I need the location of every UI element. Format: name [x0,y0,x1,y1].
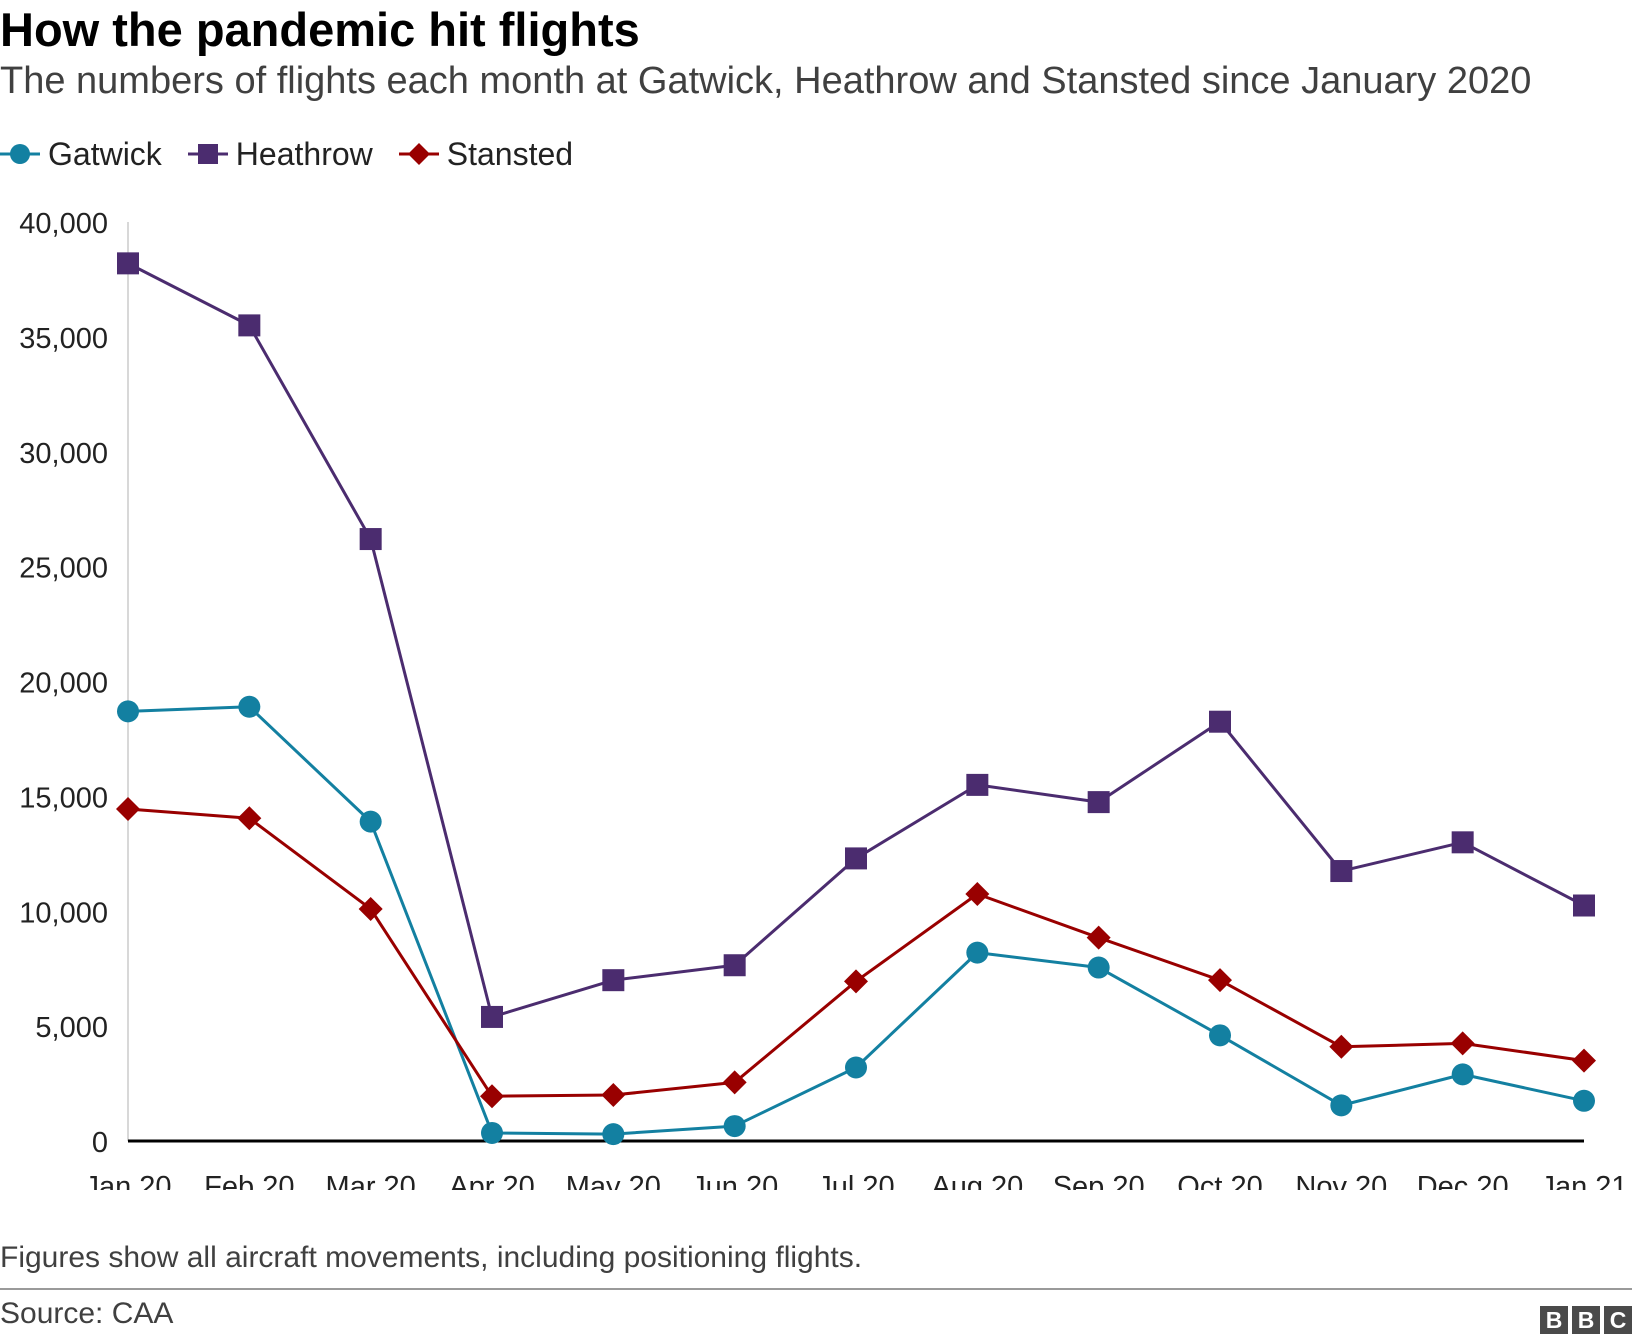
x-tick-label: Jan 20 [84,1171,171,1190]
y-tick-label: 5,000 [35,1012,108,1044]
x-tick-label: Nov 20 [1295,1171,1387,1190]
chart-footnote: Figures show all aircraft movements, inc… [0,1241,863,1274]
legend-diamond-marker-icon [398,143,439,165]
y-tick-label: 25,000 [19,553,108,585]
x-tick-label: Jul 20 [817,1171,894,1190]
y-axis: 0 5,000 10,000 15,000 20,000 25,000 30,000 35,0… [19,208,129,1159]
data-point-heathrow [1087,791,1110,814]
x-tick-label: May 20 [566,1171,661,1190]
data-point-gatwick [481,1121,503,1144]
y-tick-label: 10,000 [19,897,108,929]
data-point-gatwick [1573,1089,1595,1112]
y-tick-label: 30,000 [19,438,108,470]
series-gatwick [117,695,1595,1146]
x-tick-label: Aug 20 [931,1171,1023,1190]
y-tick-label: 35,000 [19,323,108,355]
y-tick-label: 0 [92,1127,108,1159]
logo-letter: B [1540,1306,1568,1334]
series-heathrow [117,252,1595,1028]
data-point-stansted [237,806,262,831]
data-point-heathrow [723,954,746,977]
data-point-gatwick [1451,1063,1474,1086]
line-chart: 0 5,000 10,000 15,000 20,000 25,000 30,000 35,0… [19,208,1628,1190]
data-point-heathrow [1451,831,1474,854]
data-point-stansted [601,1083,626,1108]
legend-label-heathrow: Heathrow [235,135,373,172]
legend-square-marker-icon [187,144,228,164]
data-point-stansted [1450,1031,1475,1056]
x-axis: Jan 20 Feb 20 Mar 20 Apr 20 May 20 Jun 20 Jul … [84,1139,1628,1190]
legend-circle-marker-icon [0,144,40,164]
series-line-heathrow [127,262,1585,1019]
legend-item-heathrow: Heathrow [187,135,373,173]
data-point-stansted [1329,1034,1354,1059]
x-tick-label: Feb 20 [204,1171,294,1190]
data-point-heathrow [966,773,989,796]
data-point-stansted [1572,1048,1596,1073]
x-tick-label: Jun 20 [691,1171,778,1190]
data-point-gatwick [723,1115,746,1138]
y-tick-label: 20,000 [19,668,108,700]
data-point-heathrow [845,847,867,870]
data-point-heathrow [481,1005,503,1028]
x-tick-label: Apr 20 [449,1171,534,1190]
logo-letter: C [1604,1306,1632,1334]
data-point-heathrow [1209,710,1231,733]
y-tick-label: 40,000 [19,208,108,240]
data-point-heathrow [359,528,382,551]
x-tick-label: Sep 20 [1053,1171,1145,1190]
series-layer [116,252,1596,1146]
chart-title: How the pandemic hit flights [0,3,640,56]
data-point-stansted [116,797,140,822]
data-point-heathrow [117,252,139,275]
series-stansted [116,797,1596,1109]
data-point-stansted [1086,925,1111,950]
data-point-stansted [1208,968,1232,993]
data-point-stansted [480,1084,504,1109]
data-point-stansted [965,882,990,907]
logo-letter: B [1572,1306,1600,1334]
x-tick-label: Jan 21 [1540,1171,1627,1190]
data-point-gatwick [845,1056,867,1079]
x-tick-label: Dec 20 [1417,1171,1509,1190]
legend-label-stansted: Stansted [446,135,574,172]
data-point-heathrow [1573,894,1595,917]
data-point-gatwick [359,810,382,833]
data-point-gatwick [1330,1094,1353,1117]
legend-item-stansted: Stansted [398,135,574,173]
data-point-gatwick [1209,1024,1231,1047]
legend-item-gatwick: Gatwick [0,136,162,173]
data-point-gatwick [966,941,989,964]
data-point-heathrow [602,969,625,992]
legend: Gatwick Heathrow Stansted [0,134,599,174]
data-point-gatwick [602,1123,625,1146]
x-tick-label: Oct 20 [1177,1171,1262,1190]
bbc-logo: B B C [1536,1306,1632,1334]
data-point-gatwick [238,695,261,718]
data-point-gatwick [117,700,139,723]
legend-label-gatwick: Gatwick [48,135,162,172]
footer-divider [0,1288,1632,1290]
data-point-stansted [358,896,383,921]
chart-subtitle: The numbers of flights each month at Gat… [0,60,1532,102]
source-credit: Source: CAA [0,1297,174,1330]
x-tick-label: Mar 20 [326,1171,416,1190]
data-point-stansted [722,1070,747,1095]
y-tick-label: 15,000 [19,782,108,814]
data-point-heathrow [1330,860,1353,883]
data-point-heathrow [238,314,261,337]
data-point-stansted [844,969,868,994]
data-point-gatwick [1087,956,1110,979]
